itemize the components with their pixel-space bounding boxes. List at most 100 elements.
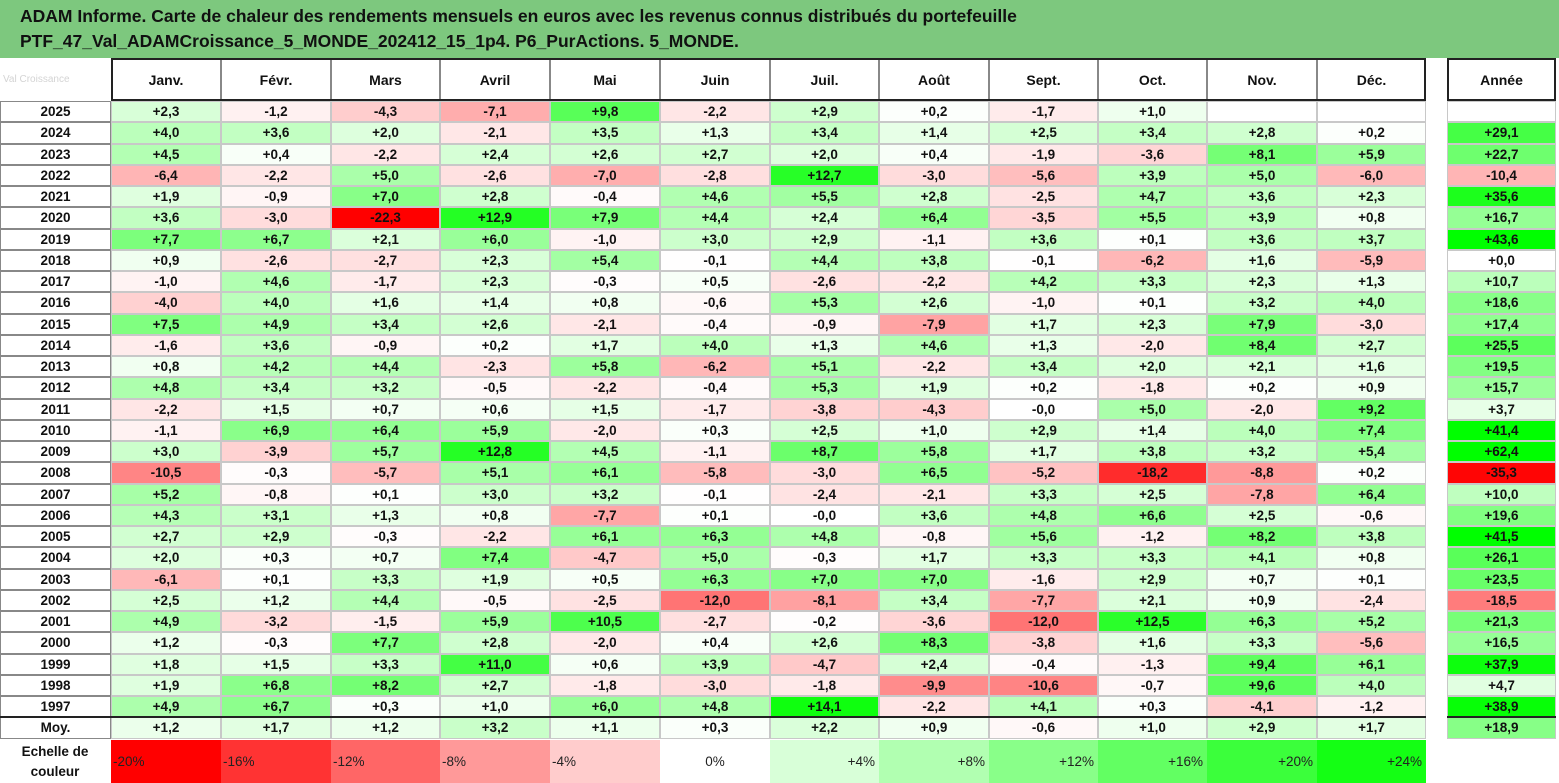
heatmap-cell: +0,9: [1317, 377, 1426, 399]
heatmap-cell: +1,3: [1317, 271, 1426, 293]
heatmap-cell: +2,9: [221, 526, 331, 548]
heatmap-cell: -0,3: [331, 526, 440, 548]
heatmap-cell: +5,7: [331, 441, 440, 463]
annual-cell: +23,5: [1447, 568, 1556, 590]
heatmap-cell: -1,1: [660, 441, 770, 463]
heatmap-cell: +2,7: [660, 143, 770, 165]
heatmap-cell: +2,9: [770, 101, 879, 123]
heatmap-cell: -3,0: [770, 462, 879, 484]
heatmap-cell: -2,2: [440, 526, 550, 548]
heatmap-cell: +4,9: [221, 313, 331, 335]
heatmap-cell: +3,4: [989, 356, 1098, 378]
heatmap-cell: +8,7: [770, 441, 879, 463]
heatmap-cell: +1,7: [989, 441, 1098, 463]
heatmap-cell: +2,4: [440, 143, 550, 165]
heatmap-cell: +6,0: [440, 228, 550, 250]
heatmap-cell: +6,4: [879, 207, 989, 229]
heatmap-cell: +2,1: [331, 228, 440, 250]
heatmap-cell: +7,4: [440, 547, 550, 569]
month-header: Juin: [660, 58, 770, 101]
heatmap-cell: +1,5: [221, 653, 331, 675]
heatmap-cell: [1317, 101, 1426, 123]
annual-cell: +35,6: [1447, 186, 1556, 208]
heatmap-cell: +4,6: [660, 186, 770, 208]
annual-cell: +38,9: [1447, 696, 1556, 718]
color-scale-swatch: +12%: [989, 740, 1098, 783]
month-header: Oct.: [1098, 58, 1207, 101]
heatmap-cell: +3,6: [111, 207, 221, 229]
heatmap-cell: +0,6: [440, 398, 550, 420]
heatmap-cell: +12,8: [440, 441, 550, 463]
heatmap-cell: +7,4: [1317, 419, 1426, 441]
heatmap-cell: -1,0: [550, 228, 660, 250]
heatmap-cell: +3,3: [331, 568, 440, 590]
heatmap-cell: -2,8: [660, 164, 770, 186]
heatmap-cell: +2,6: [440, 313, 550, 335]
annual-average-separator: [1447, 716, 1556, 719]
heatmap-cell: +3,7: [1317, 228, 1426, 250]
heatmap-cell: +3,5: [550, 122, 660, 144]
heatmap-cell: -2,1: [550, 313, 660, 335]
heatmap-cell: +8,2: [331, 674, 440, 696]
heatmap-cell: +6,1: [550, 462, 660, 484]
heatmap-cell: +12,5: [1098, 611, 1207, 633]
heatmap-cell: +5,0: [1098, 398, 1207, 420]
heatmap-cell: +0,4: [660, 632, 770, 654]
heatmap-cell: +6,8: [221, 674, 331, 696]
heatmap-cell: +4,9: [111, 611, 221, 633]
heatmap-cell: +0,2: [440, 334, 550, 356]
heatmap-cell: -1,6: [111, 334, 221, 356]
heatmap-cell: -0,9: [221, 186, 331, 208]
heatmap-cell: -0,4: [550, 186, 660, 208]
heatmap-cell: +11,0: [440, 653, 550, 675]
annual-cell: +18,9: [1447, 717, 1556, 739]
heatmap-cell: +3,2: [1207, 441, 1317, 463]
heatmap-cell: -1,8: [1098, 377, 1207, 399]
heatmap-cell: +2,6: [770, 632, 879, 654]
heatmap-cell: +1,0: [1098, 717, 1207, 739]
year-label: 2001: [0, 611, 111, 633]
color-scale-swatch: -16%: [221, 740, 331, 783]
heatmap-cell: -2,4: [770, 483, 879, 505]
color-scale-swatch: +16%: [1098, 740, 1207, 783]
annual-cell: +62,4: [1447, 441, 1556, 463]
heatmap-cell: +2,0: [1098, 356, 1207, 378]
heatmap-cell: +0,2: [1207, 377, 1317, 399]
month-header: Nov.: [1207, 58, 1317, 101]
year-label: 1998: [0, 674, 111, 696]
heatmap-cell: +6,4: [331, 419, 440, 441]
heatmap-cell: +5,9: [440, 419, 550, 441]
heatmap-cell: -4,3: [331, 101, 440, 123]
color-scale-swatch: 0%: [660, 740, 770, 783]
heatmap-cell: +1,6: [1207, 249, 1317, 271]
heatmap-cell: -5,2: [989, 462, 1098, 484]
heatmap-cell: +0,3: [660, 419, 770, 441]
annual-cell: +15,7: [1447, 377, 1556, 399]
heatmap-cell: +1,6: [1098, 632, 1207, 654]
annual-cell: +3,7: [1447, 398, 1556, 420]
heatmap-cell: +3,3: [989, 483, 1098, 505]
heatmap-cell: +3,4: [221, 377, 331, 399]
heatmap-cell: +2,9: [1207, 717, 1317, 739]
heatmap-cell: -8,1: [770, 589, 879, 611]
year-label: 2017: [0, 271, 111, 293]
color-scale-label-line2: couleur: [30, 763, 80, 779]
heatmap-cell: +0,9: [879, 717, 989, 739]
heatmap-cell: +1,7: [879, 547, 989, 569]
color-scale-swatch: +8%: [879, 740, 989, 783]
heatmap-cell: +3,6: [879, 504, 989, 526]
heatmap-cell: +0,4: [221, 143, 331, 165]
heatmap-cell: -2,1: [879, 483, 989, 505]
year-label: 2013: [0, 356, 111, 378]
heatmap-cell: +0,3: [331, 696, 440, 718]
year-label: 2023: [0, 143, 111, 165]
heatmap-cell: +5,3: [770, 292, 879, 314]
heatmap-cell: +4,0: [221, 292, 331, 314]
heatmap-cell: +1,9: [879, 377, 989, 399]
heatmap-cell: -3,8: [770, 398, 879, 420]
heatmap-cell: +4,1: [1207, 547, 1317, 569]
heatmap-cell: -0,3: [550, 271, 660, 293]
annual-cell: +18,6: [1447, 292, 1556, 314]
heatmap-cell: +4,6: [221, 271, 331, 293]
heatmap-cell: +1,9: [111, 186, 221, 208]
